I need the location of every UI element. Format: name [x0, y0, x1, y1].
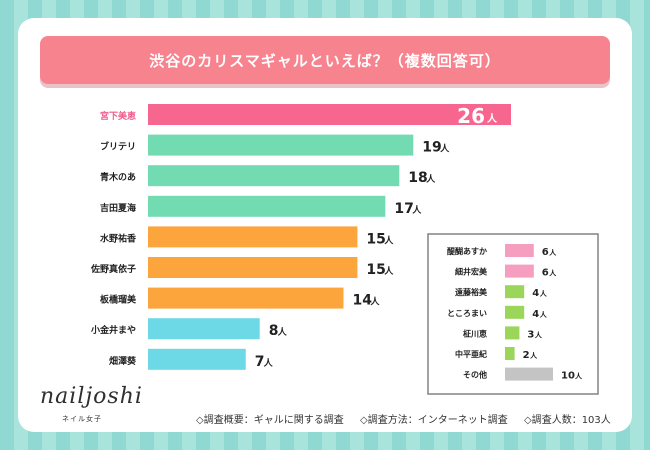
inset-category-label: 中平亜紀	[455, 349, 487, 359]
inset-data-label: 6	[542, 247, 549, 258]
category-label: 青木のあ	[100, 171, 136, 183]
category-label: 水野祐香	[100, 232, 137, 244]
inset-data-label: 4	[532, 288, 539, 299]
inset-bar	[505, 367, 553, 381]
data-label: 7	[255, 354, 265, 370]
inset-data-label-unit: 人	[540, 310, 548, 319]
category-label: 宮下美恵	[100, 110, 136, 122]
category-label: 吉田夏海	[100, 202, 136, 214]
footnote-survey-summary: ◇調査概要：ギャルに関する調査	[196, 415, 344, 426]
data-label: 15	[366, 262, 385, 278]
bar	[148, 104, 511, 125]
data-label: 8	[269, 323, 279, 339]
category-label: ブリテリ	[100, 141, 136, 153]
inset-data-label: 6	[542, 268, 549, 279]
data-label: 26	[457, 104, 485, 128]
inset-category-label: 細井宏美	[455, 267, 488, 277]
bar	[148, 226, 358, 248]
inset-data-label-unit: 人	[549, 248, 557, 257]
bar	[148, 348, 246, 370]
bar	[148, 134, 414, 156]
bar	[148, 165, 400, 187]
bar	[148, 318, 260, 340]
data-label-unit: 人	[383, 234, 394, 246]
footnote-survey-method: ◇調査方法：インターネット調査	[360, 415, 508, 426]
inset-bar	[505, 347, 515, 360]
title-bar: 渋谷のカリスマギャルといえば？（複数回答可）	[40, 36, 610, 84]
data-label: 18	[408, 170, 427, 186]
inset-category-label: 醍醐あすか	[447, 246, 487, 256]
inset-category-label: 遠藤裕美	[455, 287, 488, 297]
data-label-unit: 人	[369, 296, 380, 308]
data-label-unit: 人	[439, 143, 450, 155]
data-label: 17	[394, 201, 413, 217]
inset-bar	[505, 326, 520, 340]
inset-data-label: 2	[523, 350, 530, 361]
bar	[148, 195, 386, 217]
inset-category-label: その他	[463, 370, 487, 380]
inset-category-label: ところまい	[447, 309, 487, 318]
logo: nailjoshi	[40, 384, 143, 409]
inset-data-label-unit: 人	[575, 372, 583, 381]
inset-bar	[505, 285, 525, 299]
inset-data-label-unit: 人	[530, 351, 538, 360]
bar	[148, 257, 358, 278]
data-label-unit: 人	[383, 265, 394, 277]
inset-data-label-unit: 人	[535, 330, 543, 339]
data-label: 15	[366, 231, 385, 247]
inset-bar	[505, 264, 534, 278]
inset-category-label: 柾川恵	[462, 328, 487, 338]
category-label: 佐野真依子	[90, 263, 136, 275]
footnote-survey-count: ◇調査人数：103人	[524, 415, 611, 426]
inset-data-label: 10	[561, 371, 575, 382]
data-label-unit: 人	[263, 357, 274, 369]
data-label-unit: 人	[277, 326, 288, 338]
bar	[148, 287, 344, 309]
inset-data-label-unit: 人	[540, 289, 548, 298]
chart-title: 渋谷のカリスマギャルといえば？（複数回答可）	[149, 51, 501, 70]
logo-subtitle: ネイル女子	[62, 415, 102, 423]
data-label: 14	[352, 293, 372, 309]
data-label: 19	[422, 140, 441, 156]
category-label: 小金井まや	[90, 324, 136, 336]
inset-bar	[505, 244, 534, 257]
category-label: 板橋瑠美	[100, 294, 137, 306]
inset-data-label: 4	[532, 309, 539, 320]
data-label-unit: 人	[411, 204, 422, 216]
data-label-unit: 人	[425, 173, 436, 185]
inset-data-label-unit: 人	[549, 269, 557, 278]
inset-bar	[505, 305, 525, 319]
data-label-unit: 人	[487, 112, 498, 125]
category-label: 畑澤葵	[109, 355, 137, 367]
inset-data-label: 3	[527, 329, 534, 340]
